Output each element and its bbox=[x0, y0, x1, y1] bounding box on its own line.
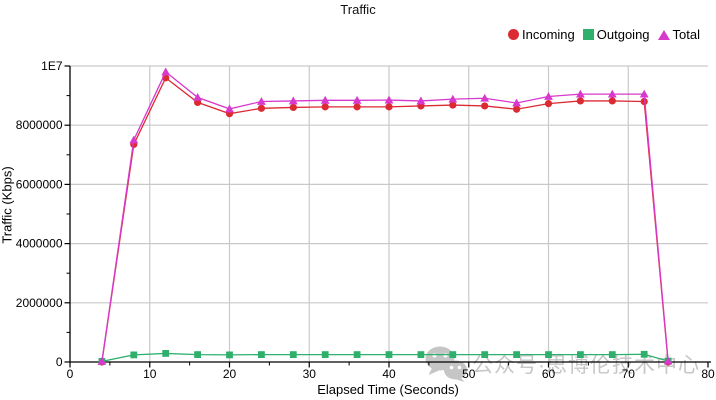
total-triangle-icon bbox=[657, 29, 670, 40]
series-line-incoming bbox=[101, 76, 669, 363]
x-tick-label: 30 bbox=[303, 367, 317, 381]
marker-total bbox=[480, 93, 490, 102]
marker-total bbox=[97, 357, 107, 365]
x-axis-title: Elapsed Time (Seconds) bbox=[317, 382, 459, 397]
marker-total bbox=[225, 104, 234, 113]
marker-total bbox=[193, 92, 202, 101]
legend-item-total: Total bbox=[657, 27, 700, 42]
y-tick-label: 0 bbox=[56, 355, 63, 369]
marker-total bbox=[416, 96, 426, 105]
x-tick-label: 70 bbox=[622, 367, 636, 381]
marker-total bbox=[384, 95, 394, 104]
chart-title: Traffic bbox=[340, 2, 376, 17]
y-axis-title: Traffic (Kbps) bbox=[0, 166, 15, 244]
marker-total bbox=[320, 95, 330, 104]
marker-incoming bbox=[544, 99, 553, 108]
marker-total bbox=[161, 67, 171, 76]
outgoing-square-icon bbox=[582, 29, 594, 40]
marker-outgoing bbox=[194, 351, 201, 358]
y-tick-label: 6000000 bbox=[16, 177, 63, 191]
marker-incoming bbox=[321, 103, 329, 111]
x-tick-label: 20 bbox=[223, 367, 237, 381]
marker-outgoing bbox=[321, 351, 329, 358]
marker-incoming bbox=[449, 101, 457, 109]
legend-label-total: Total bbox=[672, 27, 700, 42]
marker-incoming bbox=[576, 97, 585, 105]
marker-outgoing bbox=[449, 351, 457, 358]
marker-outgoing bbox=[226, 351, 233, 359]
marker-total bbox=[352, 95, 362, 104]
marker-total bbox=[663, 356, 673, 365]
marker-incoming bbox=[608, 97, 616, 105]
marker-incoming bbox=[481, 102, 489, 110]
x-tick-label: 40 bbox=[382, 367, 396, 381]
marker-outgoing bbox=[545, 351, 552, 358]
marker-total bbox=[129, 135, 139, 144]
x-tick-label: 10 bbox=[143, 367, 157, 381]
marker-incoming bbox=[289, 103, 297, 112]
marker-outgoing bbox=[289, 351, 297, 358]
legend-item-outgoing: Outgoing bbox=[582, 27, 650, 42]
marker-outgoing bbox=[513, 351, 520, 358]
legend-label-outgoing: Outgoing bbox=[596, 27, 650, 42]
legend: Incoming Outgoing Total bbox=[508, 27, 700, 42]
watermark: 公众号·思博伦技术中心 bbox=[424, 345, 700, 382]
marker-outgoing bbox=[417, 351, 425, 358]
x-tick-label: 0 bbox=[67, 367, 74, 381]
y-tick-label: 8000000 bbox=[16, 118, 63, 132]
legend-item-incoming: Incoming bbox=[508, 27, 575, 42]
marker-incoming bbox=[257, 104, 265, 112]
marker-total bbox=[257, 97, 266, 105]
series-line-total bbox=[101, 70, 669, 362]
marker-total bbox=[448, 94, 458, 103]
marker-incoming bbox=[385, 103, 393, 111]
marker-outgoing bbox=[258, 351, 265, 358]
marker-outgoing bbox=[481, 351, 489, 358]
marker-incoming bbox=[353, 103, 361, 111]
watermark-text: 公众号·思博伦技术中心 bbox=[472, 353, 700, 377]
x-tick-label: 50 bbox=[462, 367, 476, 381]
marker-incoming bbox=[640, 97, 648, 106]
marker-incoming bbox=[513, 105, 521, 113]
x-tick-label: 80 bbox=[701, 367, 715, 381]
y-tick-label: 1E7 bbox=[41, 59, 63, 73]
marker-total bbox=[544, 92, 553, 100]
marker-outgoing bbox=[385, 351, 393, 358]
incoming-circle-icon bbox=[508, 29, 520, 40]
y-tick-label: 4000000 bbox=[16, 237, 63, 251]
marker-outgoing bbox=[162, 350, 170, 357]
marker-total bbox=[576, 89, 585, 98]
marker-total bbox=[639, 89, 649, 98]
marker-total bbox=[288, 96, 298, 105]
marker-outgoing bbox=[608, 351, 616, 358]
marker-outgoing bbox=[130, 351, 138, 359]
x-tick-label: 60 bbox=[542, 367, 556, 381]
y-tick-label: 2000000 bbox=[16, 296, 63, 310]
marker-total bbox=[512, 98, 521, 107]
marker-total bbox=[607, 89, 617, 98]
marker-outgoing bbox=[640, 350, 648, 358]
legend-label-incoming: Incoming bbox=[522, 27, 575, 42]
marker-outgoing bbox=[577, 351, 584, 358]
marker-outgoing bbox=[353, 351, 361, 358]
